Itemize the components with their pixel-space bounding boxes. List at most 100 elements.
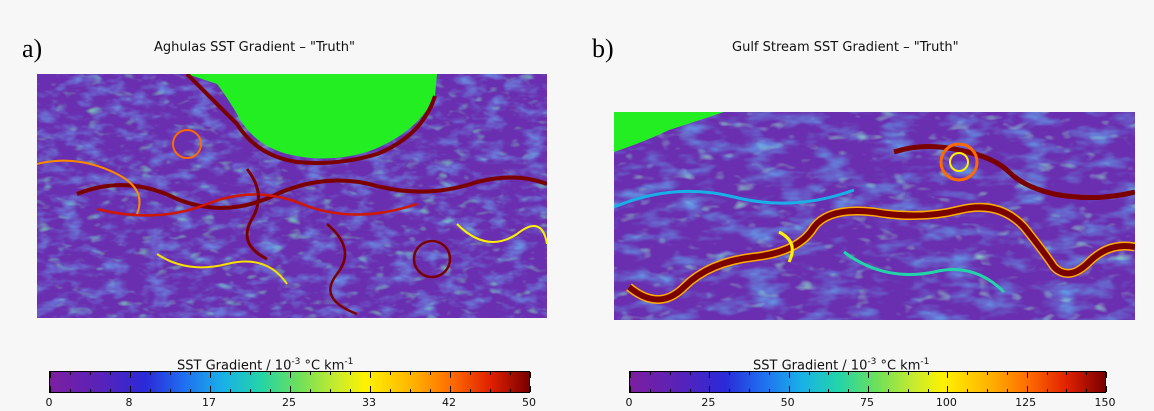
colorbar-tick-label: 150: [1094, 396, 1116, 409]
colorbar-tick-mark: [290, 372, 291, 378]
colorbar-minor-tick: [1086, 389, 1088, 392]
colorbar-minor-tick: [250, 372, 251, 375]
colorbar-minor-tick: [430, 389, 431, 392]
colorbar-minor-tick: [768, 389, 770, 392]
panel-aghulas: a) Aghulas SST Gradient – "Truth": [22, 34, 547, 409]
gulf-stream-gradient-map: [614, 112, 1135, 320]
colorbar: [629, 371, 1107, 393]
colorbar-tick-label: 0: [45, 396, 53, 409]
eddy-ring: [939, 142, 979, 182]
colorbar-minor-tick: [110, 389, 111, 392]
colorbar-minor-tick: [1066, 389, 1068, 392]
colorbar-tick-mark: [1106, 372, 1107, 378]
colorbar-tick-label: 100: [935, 396, 957, 409]
colorbar-minor-tick: [967, 372, 969, 375]
colorbar-minor-tick: [907, 372, 909, 375]
colorbar-minor-tick: [470, 372, 471, 375]
panel-letter: b): [592, 34, 614, 63]
colorbar-minor-tick: [808, 389, 810, 392]
colorbar-minor-tick: [350, 389, 351, 392]
colorbar-title: SST Gradient / 10-3 °C km-1: [753, 357, 930, 374]
colorbar-minor-tick: [230, 389, 231, 392]
colorbar-tick-mark: [947, 372, 949, 378]
colorbar-minor-tick: [470, 389, 471, 392]
colorbar-minor-tick: [749, 389, 750, 392]
colorbar-tick-mark: [709, 372, 711, 378]
colorbar-minor-tick: [808, 372, 810, 375]
colorbar-minor-tick: [729, 389, 731, 392]
aghulas-gradient-map: [37, 74, 547, 318]
colorbar-minor-tick: [887, 372, 889, 375]
colorbar-minor-tick: [749, 372, 750, 375]
colorbar-minor-tick: [510, 389, 511, 392]
colorbar-tick-mark: [50, 386, 51, 392]
panel-gulf-stream: b) Gulf Stream SST Gradient – "Truth" SS…: [577, 0, 1154, 411]
front-tertiary: [245, 168, 268, 261]
colorbar-minor-tick: [490, 389, 491, 392]
colorbar-tick-mark: [530, 372, 531, 378]
eddy-ring: [412, 239, 452, 279]
colorbar-minor-tick: [907, 389, 909, 392]
colorbar-minor-tick: [490, 372, 491, 375]
front-eddy: [326, 223, 358, 316]
colorbar-minor-tick: [410, 389, 411, 392]
colorbar-minor-tick: [330, 389, 331, 392]
colorbar-tick-label: 125: [1015, 396, 1037, 409]
colorbar-minor-tick: [110, 372, 111, 375]
colorbar-minor-tick: [510, 372, 511, 375]
colorbar-minor-tick: [330, 372, 331, 375]
colorbar-minor-tick: [230, 372, 231, 375]
colorbar-minor-tick: [250, 389, 251, 392]
colorbar-minor-tick: [90, 372, 91, 375]
colorbar-tick-mark: [947, 386, 949, 392]
retroflection-front: [76, 175, 547, 210]
front-highlight: [778, 230, 794, 263]
colorbar-tick-mark: [1026, 386, 1028, 392]
chart-title: Aghulas SST Gradient – "Truth": [154, 40, 355, 55]
colorbar-minor-tick: [1006, 389, 1008, 392]
colorbar-minor-tick: [967, 389, 969, 392]
colorbar-tick-label: 25: [282, 396, 296, 409]
colorbar-tick-mark: [709, 386, 711, 392]
colorbar-minor-tick: [768, 372, 770, 375]
eddy-ring: [172, 129, 202, 159]
colorbar-minor-tick: [927, 389, 929, 392]
colorbar-minor-tick: [90, 389, 91, 392]
colorbar-minor-tick: [170, 389, 171, 392]
colorbar-tick-mark: [290, 386, 291, 392]
colorbar-minor-tick: [887, 389, 889, 392]
land-mask: [614, 112, 724, 152]
colorbar-tick-mark: [50, 372, 51, 378]
colorbar-minor-tick: [270, 372, 271, 375]
colorbar-tick-mark: [788, 372, 790, 378]
colorbar-minor-tick: [828, 372, 830, 375]
colorbar-tick-label: 50: [522, 396, 536, 409]
front-west: [37, 159, 141, 215]
northern-front: [893, 143, 1135, 201]
colorbar-minor-tick: [270, 389, 271, 392]
colorbar-minor-tick: [170, 372, 171, 375]
colorbar-minor-tick: [310, 389, 311, 392]
colorbar-tick-label: 0: [625, 396, 633, 409]
front-east: [456, 223, 547, 245]
colorbar-tick-label: 25: [701, 396, 716, 409]
colorbar-minor-tick: [1066, 372, 1068, 375]
colorbar-minor-tick: [848, 389, 850, 392]
land-mask: [187, 74, 437, 159]
colorbar-minor-tick: [1046, 372, 1048, 375]
colorbar-minor-tick: [70, 372, 71, 375]
colorbar-tick-label: 75: [860, 396, 874, 409]
front-secondary: [614, 188, 855, 209]
colorbar-minor-tick: [390, 372, 391, 375]
colorbar: [49, 371, 531, 393]
panel-letter: a): [22, 34, 43, 63]
colorbar-minor-tick: [1086, 372, 1088, 375]
colorbar-minor-tick: [150, 372, 151, 375]
colorbar-tick-mark: [210, 372, 211, 378]
colorbar-tick-mark: [1026, 372, 1028, 378]
colorbar-minor-tick: [310, 372, 311, 375]
colorbar-tick-label: 42: [442, 396, 456, 409]
colorbar-minor-tick: [848, 372, 850, 375]
colorbar-tick-mark: [868, 372, 869, 378]
colorbar-tick-mark: [130, 372, 131, 378]
